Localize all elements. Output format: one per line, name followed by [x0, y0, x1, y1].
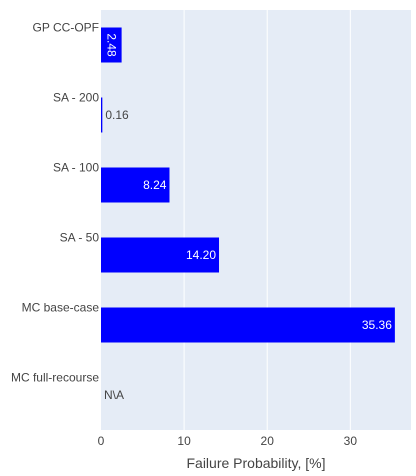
gridlines — [183, 10, 351, 430]
bar — [101, 237, 220, 273]
bar — [101, 167, 170, 203]
bar-value-label: N\A — [104, 388, 124, 402]
y-tick-label: MC base-case — [22, 301, 100, 315]
y-tick-label: MC full-recourse — [11, 371, 99, 385]
bars — [101, 27, 395, 343]
y-tick-label: SA - 50 — [60, 231, 100, 245]
x-axis-tick-labels: 0 10 20 30 — [98, 434, 358, 448]
bar — [101, 27, 122, 63]
bar-value-label: 35.36 — [362, 318, 392, 332]
y-axis-tick-labels: GP CC-OPF SA - 200 SA - 100 SA - 50 MC base-… — [11, 21, 99, 385]
bar-value-label: 0.16 — [105, 108, 129, 122]
bar-value-label: 8.24 — [143, 178, 167, 192]
x-tick-label: 0 — [98, 434, 105, 448]
y-tick-label: GP CC-OPF — [33, 21, 99, 35]
y-tick-label: SA - 100 — [53, 161, 99, 175]
bar — [101, 307, 395, 343]
bar-value-label: 2.48 — [104, 33, 118, 57]
bar-value-label: 14.20 — [186, 248, 216, 262]
y-tick-label: SA - 200 — [53, 91, 99, 105]
x-tick-label: 20 — [261, 434, 275, 448]
plot-background — [101, 10, 411, 430]
bar-labels: 2.48 0.16 8.24 14.20 35.36 N\A — [104, 33, 392, 402]
x-axis-title: Failure Probability, [%] — [186, 455, 325, 471]
x-tick-label: 30 — [344, 434, 358, 448]
x-tick-label: 10 — [177, 434, 191, 448]
bar — [101, 97, 103, 133]
